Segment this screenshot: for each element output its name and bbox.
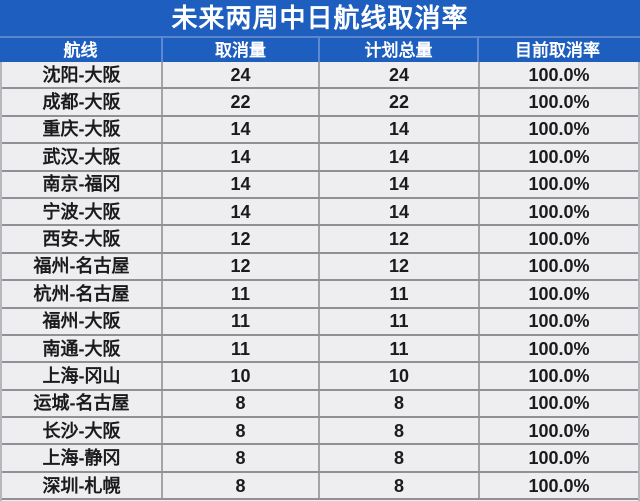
- cell-rate: 100.0%: [478, 308, 638, 334]
- cell-planned: 24: [318, 62, 478, 88]
- table-row: 福州-大阪 11 11 100.0%: [2, 308, 638, 336]
- cell-cancelled: 11: [161, 308, 318, 334]
- cell-route: 南通-大阪: [42, 338, 121, 359]
- cell-rate: 100.0%: [478, 445, 638, 471]
- table-row: 西安-大阪 12 12 100.0%: [2, 226, 638, 254]
- cell-route: 深圳-札幌: [42, 475, 121, 496]
- header-cell-route: 航线: [63, 40, 98, 60]
- cell-planned: 14: [318, 144, 478, 170]
- header-cell-cancelled: 取消量: [161, 38, 318, 62]
- cell-rate: 100.0%: [478, 226, 638, 252]
- cell-planned: 22: [318, 89, 478, 115]
- table-row: 运城-名古屋 8 8 100.0%: [2, 390, 638, 419]
- cell-route: 福州-名古屋: [33, 256, 130, 277]
- cell-rate: 100.0%: [478, 363, 638, 389]
- cell-planned: 8: [318, 418, 478, 444]
- cell-rate: 100.0%: [478, 253, 638, 280]
- cell-route: 成都-大阪: [42, 92, 121, 113]
- cell-cancelled: 8: [161, 390, 318, 417]
- cell-planned: 12: [318, 226, 478, 252]
- cell-planned: 12: [318, 253, 478, 280]
- cell-cancelled: 8: [161, 445, 318, 471]
- table-body: 沈阳-大阪 24 24 100.0% 成都-大阪 22 22 100.0% 重庆…: [0, 62, 640, 501]
- cell-route: 重庆-大阪: [42, 119, 121, 140]
- cell-cancelled: 14: [161, 116, 318, 143]
- table-row: 沈阳-大阪 24 24 100.0%: [2, 62, 638, 90]
- cell-route: 福州-大阪: [42, 311, 121, 332]
- cell-cancelled: 14: [161, 198, 318, 225]
- table-row: 上海-静冈 8 8 100.0%: [2, 445, 638, 473]
- cell-planned: 8: [318, 390, 478, 417]
- table-row: 成都-大阪 22 22 100.0%: [2, 89, 638, 117]
- cell-planned: 8: [318, 472, 478, 499]
- cell-route: 武汉-大阪: [42, 146, 121, 167]
- table-row: 南通-大阪 11 11 100.0%: [2, 335, 638, 364]
- cell-rate: 100.0%: [478, 116, 638, 143]
- cell-planned: 8: [318, 445, 478, 471]
- cell-cancelled: 22: [161, 89, 318, 115]
- cell-cancelled: 12: [161, 226, 318, 252]
- cell-route: 上海-静冈: [42, 448, 121, 469]
- table-row: 长沙-大阪 8 8 100.0%: [2, 418, 638, 446]
- cell-rate: 100.0%: [478, 144, 638, 170]
- cell-planned: 14: [318, 198, 478, 225]
- cell-route: 上海-冈山: [42, 365, 121, 386]
- cell-route: 杭州-名古屋: [33, 283, 130, 304]
- cell-rate: 100.0%: [478, 335, 638, 362]
- table-header: 航线 取消量 计划总量 目前取消率: [0, 38, 640, 62]
- table-row: 宁波-大阪 14 14 100.0%: [2, 198, 638, 227]
- table-row: 上海-冈山 10 10 100.0%: [2, 363, 638, 391]
- header-cell-rate: 目前取消率: [477, 38, 636, 62]
- cell-route: 运城-名古屋: [33, 393, 130, 414]
- cell-cancelled: 8: [161, 472, 318, 499]
- cell-cancelled: 8: [161, 418, 318, 444]
- cell-route: 沈阳-大阪: [42, 64, 121, 85]
- header-cell-planned: 计划总量: [318, 38, 477, 62]
- cell-rate: 100.0%: [478, 472, 638, 499]
- page-title: 未来两周中日航线取消率: [0, 0, 640, 38]
- cell-planned: 14: [318, 171, 478, 197]
- cell-route: 长沙-大阪: [42, 420, 121, 441]
- cell-rate: 100.0%: [478, 418, 638, 444]
- table-row: 武汉-大阪 14 14 100.0%: [2, 144, 638, 172]
- cell-rate: 100.0%: [478, 89, 638, 115]
- cell-planned: 11: [318, 335, 478, 362]
- cell-planned: 14: [318, 116, 478, 143]
- cell-rate: 100.0%: [478, 171, 638, 197]
- cell-cancelled: 10: [161, 363, 318, 389]
- cell-route: 宁波-大阪: [42, 201, 121, 222]
- table-row: 重庆-大阪 14 14 100.0%: [2, 116, 638, 145]
- cell-cancelled: 14: [161, 144, 318, 170]
- cell-cancelled: 11: [161, 281, 318, 307]
- cell-planned: 10: [318, 363, 478, 389]
- table-row: 福州-名古屋 12 12 100.0%: [2, 253, 638, 282]
- cell-rate: 100.0%: [478, 390, 638, 417]
- cell-route: 南京-福冈: [42, 174, 121, 195]
- table-row: 南京-福冈 14 14 100.0%: [2, 171, 638, 199]
- cell-cancelled: 12: [161, 253, 318, 280]
- cell-rate: 100.0%: [478, 281, 638, 307]
- cell-cancelled: 24: [161, 62, 318, 88]
- cell-planned: 11: [318, 308, 478, 334]
- table-row: 杭州-名古屋 11 11 100.0%: [2, 281, 638, 309]
- cell-rate: 100.0%: [478, 198, 638, 225]
- cell-route: 西安-大阪: [42, 229, 121, 250]
- cell-cancelled: 11: [161, 335, 318, 362]
- cell-rate: 100.0%: [478, 62, 638, 88]
- table-row: 深圳-札幌 8 8 100.0%: [2, 472, 638, 501]
- cell-planned: 11: [318, 281, 478, 307]
- cell-cancelled: 14: [161, 171, 318, 197]
